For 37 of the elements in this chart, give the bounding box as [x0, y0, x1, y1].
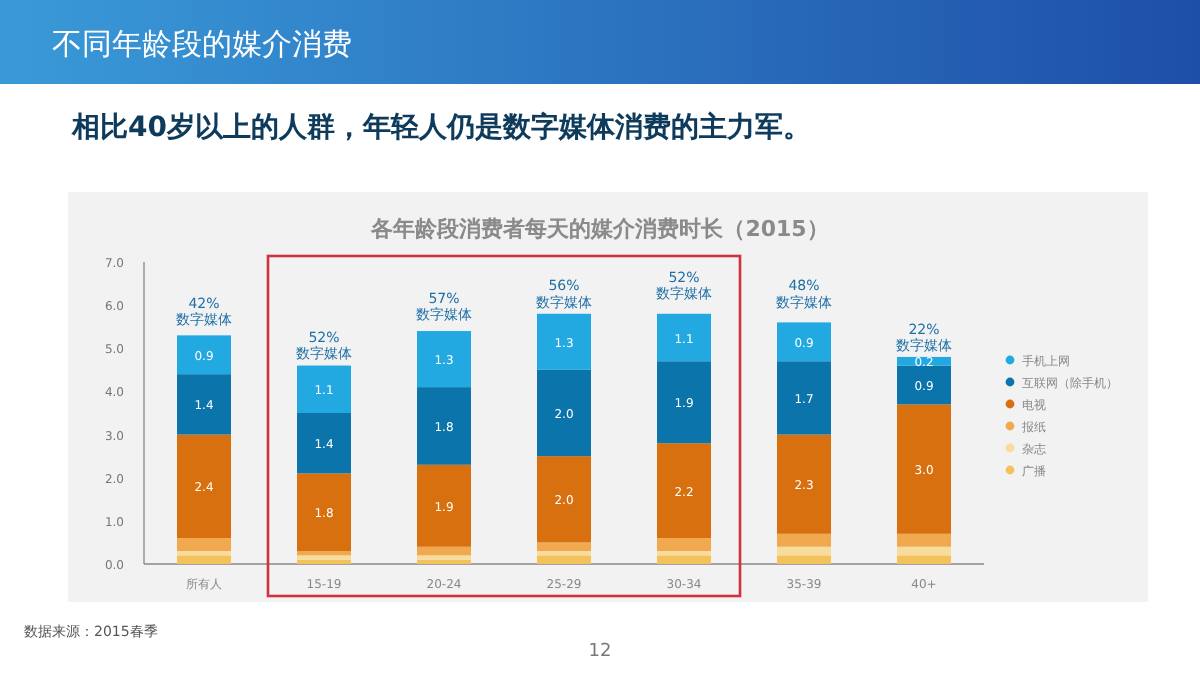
bar — [417, 546, 471, 556]
bar — [897, 365, 951, 405]
bar — [657, 361, 711, 444]
bar — [417, 387, 471, 465]
bar — [537, 542, 591, 552]
bar — [417, 464, 471, 547]
bar — [537, 369, 591, 457]
bar — [777, 533, 831, 547]
bar — [897, 533, 951, 547]
bar — [177, 434, 231, 539]
bar — [537, 456, 591, 543]
text: 12 — [588, 642, 612, 662]
bar — [177, 374, 231, 435]
bar — [657, 313, 711, 362]
bar — [777, 546, 831, 556]
bar — [897, 555, 951, 564]
bar — [297, 365, 351, 413]
bar — [297, 473, 351, 552]
bar — [177, 555, 231, 564]
bar — [777, 434, 831, 534]
bar — [177, 538, 231, 552]
bar — [657, 538, 711, 552]
chart-title: 各年龄段消费者每天的媒介消费时长（2015） — [369, 216, 829, 242]
bar — [897, 404, 951, 534]
chart-subtitle: 相比40岁以上的人群，年轻人仍是数字媒体消费的主力军。 — [70, 110, 811, 144]
bar — [657, 555, 711, 564]
bar — [777, 555, 831, 564]
text: 不同年龄段的媒介消费 — [52, 26, 352, 62]
bar — [537, 555, 591, 564]
bar — [177, 335, 231, 375]
bar — [897, 546, 951, 556]
bar — [537, 313, 591, 370]
bar — [417, 331, 471, 388]
bar — [777, 322, 831, 362]
bar — [657, 443, 711, 539]
bar — [777, 361, 831, 435]
bar — [297, 413, 351, 474]
